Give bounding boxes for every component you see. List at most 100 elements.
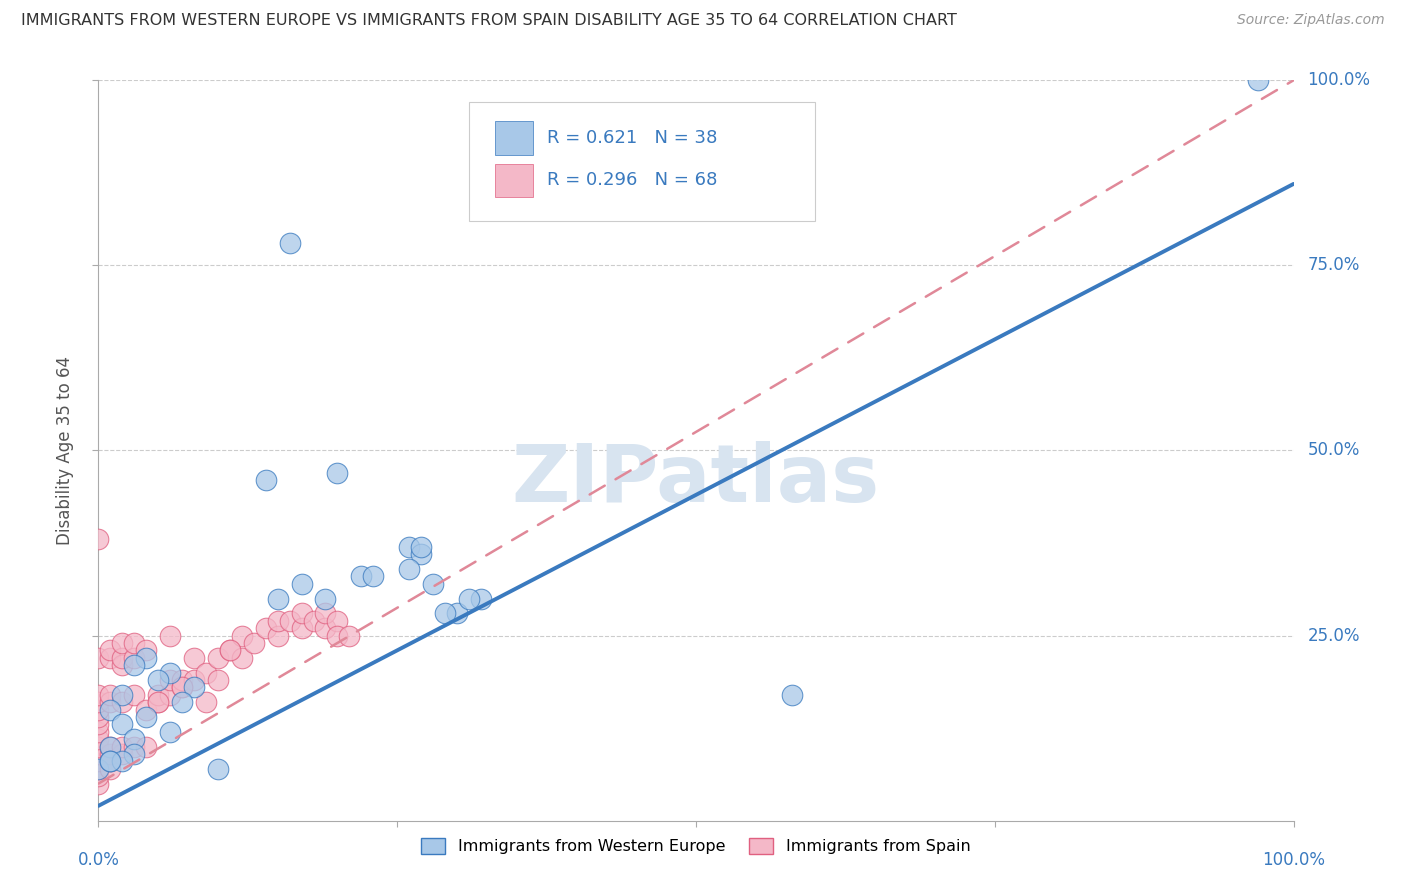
Point: [159, 665, 181, 680]
Point: [87, 710, 110, 724]
Point: [267, 628, 290, 642]
Point: [172, 695, 194, 709]
Point: [98, 695, 122, 709]
Point: [291, 607, 314, 621]
FancyBboxPatch shape: [495, 121, 533, 154]
Point: [195, 665, 218, 680]
Point: [326, 614, 349, 628]
Point: [98, 755, 122, 769]
Point: [87, 755, 110, 769]
Point: [302, 614, 325, 628]
Point: [111, 717, 134, 731]
Point: [254, 621, 277, 635]
Point: [231, 650, 253, 665]
Text: 75.0%: 75.0%: [1308, 256, 1360, 275]
Point: [148, 688, 170, 702]
Point: [267, 614, 290, 628]
Point: [124, 650, 146, 665]
Point: [148, 673, 170, 687]
Point: [135, 739, 157, 754]
Y-axis label: Disability Age 35 to 64: Disability Age 35 to 64: [56, 356, 75, 545]
Point: [315, 607, 337, 621]
Point: [98, 739, 122, 754]
Point: [111, 739, 134, 754]
Point: [398, 562, 420, 576]
Point: [183, 673, 205, 687]
Point: [363, 569, 385, 583]
Text: Source: ZipAtlas.com: Source: ZipAtlas.com: [1237, 13, 1385, 28]
Point: [339, 628, 361, 642]
Legend: Immigrants from Western Europe, Immigrants from Spain: Immigrants from Western Europe, Immigran…: [415, 831, 977, 861]
Point: [87, 695, 110, 709]
Point: [87, 717, 110, 731]
FancyBboxPatch shape: [495, 163, 533, 197]
Point: [411, 540, 433, 554]
Text: 50.0%: 50.0%: [1308, 442, 1360, 459]
Point: [124, 688, 146, 702]
Text: R = 0.296   N = 68: R = 0.296 N = 68: [547, 171, 717, 189]
Point: [98, 650, 122, 665]
Point: [172, 681, 194, 695]
Point: [315, 591, 337, 606]
Point: [98, 643, 122, 657]
Point: [207, 650, 229, 665]
Point: [111, 688, 134, 702]
Point: [135, 643, 157, 657]
Text: 100.0%: 100.0%: [1263, 851, 1324, 869]
Point: [422, 576, 444, 591]
Point: [87, 762, 110, 776]
Point: [87, 724, 110, 739]
Point: [207, 762, 229, 776]
Point: [326, 628, 349, 642]
Point: [243, 636, 266, 650]
Point: [124, 747, 146, 761]
Point: [87, 747, 110, 761]
Point: [470, 591, 492, 606]
Point: [98, 747, 122, 761]
Point: [326, 466, 349, 480]
Point: [278, 614, 301, 628]
Point: [398, 540, 420, 554]
Point: [780, 688, 803, 702]
Point: [458, 591, 481, 606]
Point: [111, 755, 134, 769]
Point: [148, 695, 170, 709]
Point: [135, 650, 157, 665]
Point: [87, 769, 110, 783]
Point: [411, 547, 433, 561]
Point: [87, 533, 110, 547]
Point: [87, 776, 110, 791]
Point: [291, 621, 314, 635]
Point: [267, 591, 290, 606]
Point: [124, 636, 146, 650]
Text: 100.0%: 100.0%: [1308, 71, 1371, 89]
Point: [315, 621, 337, 635]
Point: [98, 755, 122, 769]
Point: [446, 607, 468, 621]
Point: [111, 636, 134, 650]
Point: [87, 762, 110, 776]
Point: [98, 739, 122, 754]
Text: ZIPatlas: ZIPatlas: [512, 441, 880, 519]
Point: [159, 628, 181, 642]
Point: [87, 732, 110, 747]
Point: [87, 703, 110, 717]
Text: IMMIGRANTS FROM WESTERN EUROPE VS IMMIGRANTS FROM SPAIN DISABILITY AGE 35 TO 64 : IMMIGRANTS FROM WESTERN EUROPE VS IMMIGR…: [21, 13, 957, 29]
Point: [434, 607, 457, 621]
Point: [111, 747, 134, 761]
Point: [135, 703, 157, 717]
Point: [87, 650, 110, 665]
Point: [172, 673, 194, 687]
Point: [111, 695, 134, 709]
Point: [159, 688, 181, 702]
Point: [183, 650, 205, 665]
Text: R = 0.621   N = 38: R = 0.621 N = 38: [547, 129, 717, 147]
Point: [219, 643, 242, 657]
Point: [98, 762, 122, 776]
FancyBboxPatch shape: [470, 103, 815, 221]
Point: [183, 681, 205, 695]
Point: [124, 658, 146, 673]
Point: [231, 628, 253, 642]
Point: [350, 569, 373, 583]
Point: [159, 724, 181, 739]
